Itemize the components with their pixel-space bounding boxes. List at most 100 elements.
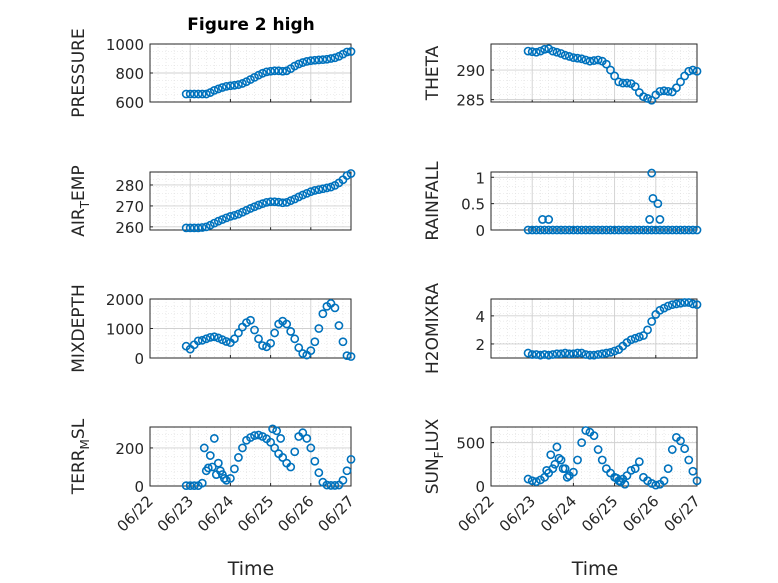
data-point [298,58,308,67]
data-point [201,222,211,232]
panel-air-temp: 260 270 280 AIRTEMP [69,165,356,237]
axes-box [149,43,352,103]
data-point [688,65,698,75]
data-point [258,68,267,78]
data-point [185,481,195,491]
data-point [181,223,191,233]
data-point [322,54,332,64]
data-point [254,334,263,344]
data-point [531,350,541,359]
data-point [542,465,552,475]
y-tick-label: 285 [456,92,485,110]
data-point [346,169,356,178]
data-point [322,183,332,193]
data-point [205,332,215,342]
y-tick-label: 0 [475,222,485,240]
data-point [548,225,558,235]
data-point [306,346,316,356]
y-tick-label: 200 [115,440,144,458]
data-point [569,349,578,359]
data-point [189,481,199,491]
data-point [527,476,537,486]
data-point [330,481,340,490]
y-tick-label: 0 [134,350,144,368]
data-point [207,462,217,472]
data-point [618,78,628,88]
y-tick-label: 1000 [106,321,144,339]
data-point [282,197,292,207]
data-point [577,438,587,448]
data-point [648,193,658,203]
y-tick-label: 1000 [106,36,144,54]
data-point [610,346,619,356]
data-point [306,187,316,197]
data-point [585,56,595,66]
data-point [630,225,640,235]
y-tick-label: 1 [475,169,485,187]
data-point [659,86,669,96]
data-point [266,197,275,207]
data-point [209,86,219,95]
data-point [554,453,564,463]
data-point [342,47,352,57]
data-point [692,300,702,310]
data-point [278,66,288,76]
data-point [270,328,280,338]
data-point [589,225,599,235]
data-point [556,455,566,465]
data-point [606,65,615,75]
y-axis-label: AIRTEMP [69,165,92,236]
data-point [647,95,657,105]
data-point [680,298,690,307]
data-point [688,299,698,309]
data-point [626,465,636,475]
data-point [556,49,566,58]
data-point [238,443,247,453]
data-point [270,66,280,76]
data-point [573,225,582,235]
data-point [620,479,630,489]
data-point [643,325,652,335]
data-point [577,225,587,235]
data-point [225,81,235,91]
data-point [318,55,328,65]
data-point [254,200,263,210]
data-point [577,348,587,358]
data-point [601,225,611,235]
data-point [692,225,702,235]
data-point [523,46,533,56]
data-point [274,66,284,76]
data-point [523,225,533,235]
data-point [306,443,316,453]
data-point [651,480,661,490]
data-point [314,324,324,333]
data-point [688,225,698,235]
data-point [306,56,316,66]
data-point [546,450,556,460]
data-point [213,216,223,226]
y-tick-label: 0 [134,478,144,496]
data-point [270,197,280,207]
data-point [692,66,702,76]
data-point [527,350,537,359]
data-point [593,55,603,65]
y-tick-label: 4 [475,308,485,326]
data-point [663,225,673,235]
data-point [589,56,599,65]
data-point [278,453,288,462]
axes-box [490,426,698,487]
data-point [672,299,681,309]
data-point [185,89,195,99]
y-axis-label: THETA [423,45,443,101]
data-point [558,464,568,474]
data-point [564,52,574,61]
data-point [585,350,595,360]
y-axis-label: RAINFALL [423,161,443,241]
data-point [569,53,578,63]
data-point [314,55,324,65]
data-point [193,336,203,346]
data-point [564,225,574,235]
data-point [294,59,304,69]
data-point [684,455,694,465]
